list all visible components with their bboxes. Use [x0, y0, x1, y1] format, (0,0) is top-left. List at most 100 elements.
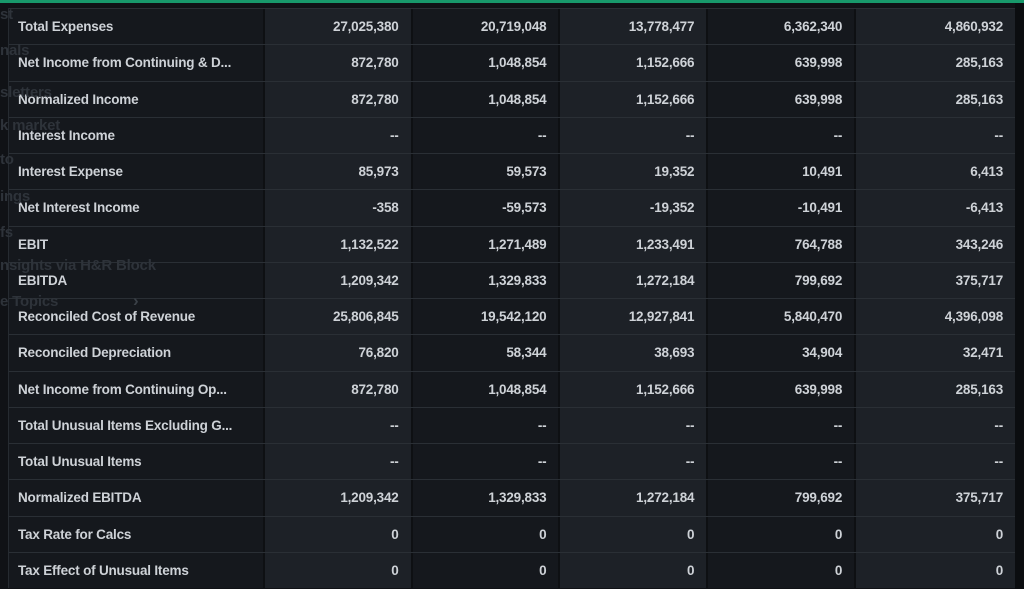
value-cell: 375,717: [854, 262, 1016, 298]
value-cell: 1,048,854: [410, 45, 559, 81]
value-cell: 1,271,489: [410, 226, 559, 262]
value-cell: -59,573: [410, 190, 559, 226]
financials-table: Total Expenses 27,025,380 20,719,048 13,778…: [8, 8, 1016, 588]
value-cell: --: [558, 444, 707, 480]
value-cell: 639,998: [706, 81, 855, 117]
value-cell: 872,780: [262, 45, 411, 81]
value-cell: 1,048,854: [410, 371, 559, 407]
row-label: Tax Rate for Calcs: [9, 516, 263, 552]
value-cell: 343,246: [854, 226, 1016, 262]
value-cell: 0: [410, 516, 559, 552]
value-cell: 0: [706, 552, 855, 588]
value-cell: 32,471: [854, 335, 1016, 371]
table-row: Tax Rate for Calcs 0 0 0 0 0: [9, 515, 1016, 552]
value-cell: 13,778,477: [558, 9, 707, 45]
value-cell: --: [410, 117, 559, 153]
value-cell: 1,209,342: [262, 480, 411, 516]
value-cell: -19,352: [558, 190, 707, 226]
table-row: Net Income from Continuing Op... 872,780 1…: [9, 370, 1016, 407]
value-cell: 0: [262, 516, 411, 552]
value-cell: 85,973: [262, 154, 411, 190]
table-row: EBIT 1,132,522 1,271,489 1,233,491 764,788 34…: [9, 225, 1016, 262]
value-cell: -6,413: [854, 190, 1016, 226]
value-cell: 1,152,666: [558, 45, 707, 81]
value-cell: --: [262, 407, 411, 443]
table-row: Net Interest Income -358 -59,573 -19,352 -10…: [9, 189, 1016, 226]
value-cell: 5,840,470: [706, 299, 855, 335]
value-cell: --: [262, 117, 411, 153]
value-cell: 12,927,841: [558, 299, 707, 335]
row-label: Total Expenses: [9, 9, 263, 45]
value-cell: --: [854, 407, 1016, 443]
value-cell: 59,573: [410, 154, 559, 190]
value-cell: 34,904: [706, 335, 855, 371]
table-row: Total Unusual Items Excluding G... -- -- --…: [9, 406, 1016, 443]
value-cell: 1,152,666: [558, 371, 707, 407]
value-cell: 0: [262, 552, 411, 588]
value-cell: --: [262, 444, 411, 480]
value-cell: --: [706, 444, 855, 480]
value-cell: 0: [558, 516, 707, 552]
value-cell: --: [558, 117, 707, 153]
row-label: Interest Income: [9, 117, 263, 153]
value-cell: 38,693: [558, 335, 707, 371]
table-row: Normalized Income 872,780 1,048,854 1,152,6…: [9, 80, 1016, 117]
value-cell: 872,780: [262, 81, 411, 117]
value-cell: 4,396,098: [854, 299, 1016, 335]
value-cell: 1,233,491: [558, 226, 707, 262]
value-cell: 19,352: [558, 154, 707, 190]
value-cell: 1,152,666: [558, 81, 707, 117]
value-cell: 27,025,380: [262, 9, 411, 45]
value-cell: 1,132,522: [262, 226, 411, 262]
row-label: EBIT: [9, 226, 263, 262]
value-cell: 1,329,833: [410, 480, 559, 516]
row-label: Total Unusual Items Excluding G...: [9, 407, 263, 443]
value-cell: 285,163: [854, 81, 1016, 117]
value-cell: 20,719,048: [410, 9, 559, 45]
row-label: Net Income from Continuing & D...: [9, 45, 263, 81]
value-cell: 0: [410, 552, 559, 588]
table-row: Normalized EBITDA 1,209,342 1,329,833 1,272…: [9, 479, 1016, 516]
row-label: Net Income from Continuing Op...: [9, 371, 263, 407]
table-row: EBITDA 1,209,342 1,329,833 1,272,184 799,692…: [9, 261, 1016, 298]
value-cell: 639,998: [706, 371, 855, 407]
table-row: Interest Expense 85,973 59,573 19,352 10,491…: [9, 153, 1016, 190]
value-cell: 764,788: [706, 226, 855, 262]
table-row: Net Income from Continuing & D... 872,780…: [9, 44, 1016, 81]
value-cell: 0: [706, 516, 855, 552]
value-cell: --: [558, 407, 707, 443]
value-cell: 58,344: [410, 335, 559, 371]
value-cell: 375,717: [854, 480, 1016, 516]
value-cell: 1,329,833: [410, 262, 559, 298]
scrollbar-track[interactable]: [1015, 3, 1024, 589]
value-cell: 1,209,342: [262, 262, 411, 298]
row-label: Reconciled Cost of Revenue: [9, 299, 263, 335]
value-cell: 10,491: [706, 154, 855, 190]
value-cell: 4,860,932: [854, 9, 1016, 45]
table-row: Interest Income -- -- -- -- --: [9, 116, 1016, 153]
row-label: Net Interest Income: [9, 190, 263, 226]
table-row: Total Expenses 27,025,380 20,719,048 13,778…: [9, 8, 1016, 45]
value-cell: -358: [262, 190, 411, 226]
value-cell: 1,272,184: [558, 262, 707, 298]
value-cell: --: [854, 117, 1016, 153]
value-cell: 0: [854, 516, 1016, 552]
value-cell: 0: [558, 552, 707, 588]
value-cell: 799,692: [706, 480, 855, 516]
value-cell: 285,163: [854, 45, 1016, 81]
value-cell: 76,820: [262, 335, 411, 371]
value-cell: --: [854, 444, 1016, 480]
value-cell: 1,048,854: [410, 81, 559, 117]
value-cell: 872,780: [262, 371, 411, 407]
row-label: EBITDA: [9, 262, 263, 298]
value-cell: --: [706, 407, 855, 443]
row-label: Interest Expense: [9, 154, 263, 190]
value-cell: 25,806,845: [262, 299, 411, 335]
row-label: Tax Effect of Unusual Items: [9, 552, 263, 588]
table-row: Tax Effect of Unusual Items 0 0 0 0 0: [9, 551, 1016, 588]
table-row: Reconciled Depreciation 76,820 58,344 38,69…: [9, 334, 1016, 371]
value-cell: 285,163: [854, 371, 1016, 407]
row-label: Normalized EBITDA: [9, 480, 263, 516]
value-cell: 639,998: [706, 45, 855, 81]
